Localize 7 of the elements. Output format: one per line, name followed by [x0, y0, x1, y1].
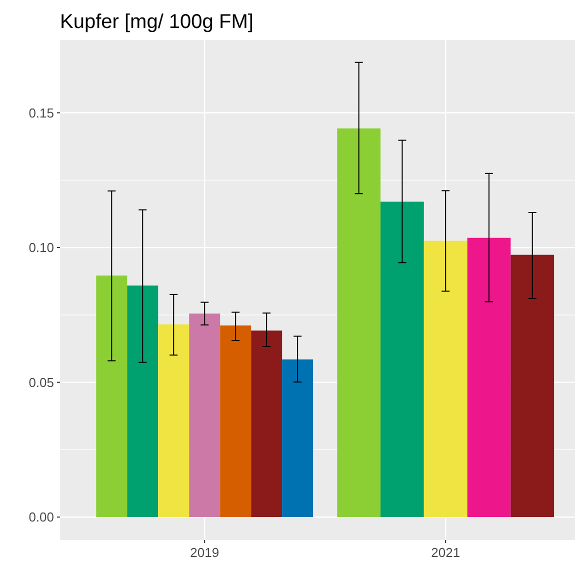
- y-tick-label: 0.10: [28, 240, 54, 256]
- y-tick-label: 0.15: [28, 105, 54, 120]
- y-tick-label: 0.05: [28, 374, 54, 390]
- x-tick-label: 2019: [190, 545, 220, 560]
- chart-title: Kupfer [mg/ 100g FM]: [60, 11, 254, 33]
- x-tick-label: 2021: [431, 545, 460, 560]
- y-tick-label: 0.00: [28, 510, 54, 525]
